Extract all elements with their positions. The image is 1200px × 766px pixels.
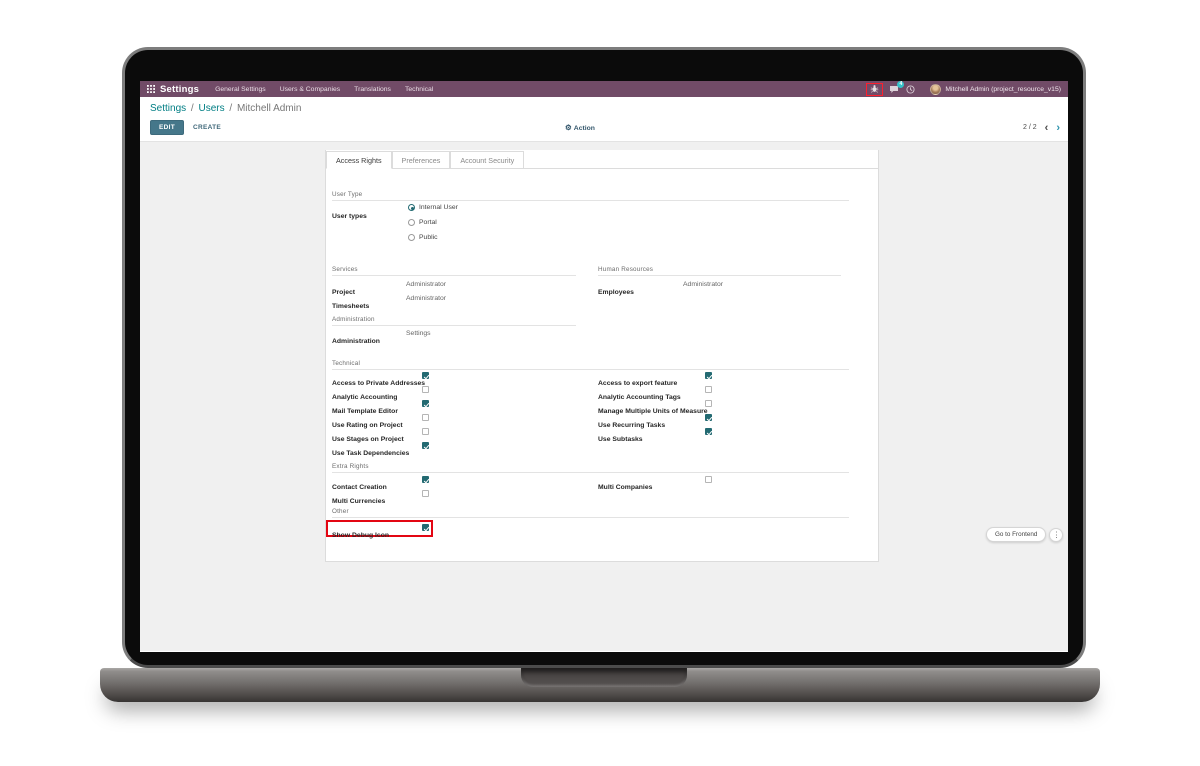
breadcrumb-current: Mitchell Admin [236, 103, 302, 114]
field-analytic-accounting: Analytic Accounting [332, 386, 582, 401]
checkbox-contact-creation[interactable] [422, 476, 429, 483]
menu-general-settings[interactable]: General Settings [215, 85, 266, 93]
radio-option-portal: Portal [408, 219, 437, 226]
radio-public[interactable] [408, 234, 415, 241]
pager-count: 2 / 2 [1023, 124, 1037, 131]
content-area: Access Rights Preferences Account Securi… [140, 141, 1068, 651]
field-timesheets-value[interactable]: Administrator [406, 295, 447, 302]
section-extra-rights: Extra Rights [332, 463, 849, 473]
checkbox-use-stages-on-project[interactable] [422, 428, 429, 435]
field-access-export-feature: Access to export feature [598, 372, 860, 387]
field-use-subtasks: Use Subtasks [598, 428, 860, 443]
field-manage-multiple-uom: Manage Multiple Units of Measure [598, 400, 860, 415]
tab-access-rights[interactable]: Access Rights [326, 151, 392, 169]
tab-account-security[interactable]: Account Security [450, 151, 525, 169]
radio-internal-user[interactable] [408, 204, 415, 211]
gear-icon: ⚙ [565, 123, 572, 132]
section-services: Services [332, 266, 576, 276]
field-administration: Administration Settings [332, 330, 431, 345]
checkbox-manage-multiple-uom[interactable] [705, 400, 712, 407]
field-analytic-accounting-tags: Analytic Accounting Tags [598, 386, 860, 401]
pager-previous-button[interactable]: ‹ [1044, 121, 1049, 134]
checkbox-multi-currencies[interactable] [422, 490, 429, 497]
go-to-frontend-button[interactable]: Go to Frontend [986, 527, 1047, 542]
menu-users-companies[interactable]: Users & Companies [279, 85, 341, 93]
notebook-tabs: Access Rights Preferences Account Securi… [326, 150, 878, 169]
field-show-debug-icon: Show Debug Icon [332, 524, 582, 539]
debug-icon-red-highlight[interactable] [866, 81, 884, 98]
screen: Settings General Settings Users & Compan… [140, 81, 1068, 652]
section-human-resources: Human Resources [598, 266, 841, 276]
create-button[interactable]: CREATE [193, 124, 222, 131]
checkbox-use-rating-on-project[interactable] [422, 414, 429, 421]
tab-preferences[interactable]: Preferences [391, 151, 451, 169]
field-project-value[interactable]: Administrator [406, 281, 447, 288]
user-form-sheet: Access Rights Preferences Account Securi… [325, 150, 879, 562]
field-use-rating-on-project: Use Rating on Project [332, 414, 582, 429]
user-menu[interactable]: Mitchell Admin (project_resource_v15) [945, 85, 1061, 93]
field-multi-currencies: Multi Currencies [332, 490, 582, 505]
field-multi-companies: Multi Companies [598, 476, 860, 491]
edit-button[interactable]: EDIT [150, 120, 185, 135]
field-project: Project Administrator [332, 281, 447, 296]
more-options-icon[interactable]: ⋮ [1049, 527, 1064, 542]
menu-technical[interactable]: Technical [404, 85, 434, 93]
field-use-stages-on-project: Use Stages on Project [332, 428, 582, 443]
field-timesheets: Timesheets Administrator [332, 295, 447, 310]
bug-icon [870, 81, 879, 98]
menu-translations[interactable]: Translations [354, 85, 391, 93]
field-user-types: User types [332, 213, 367, 220]
action-label: Action [573, 125, 595, 132]
field-employees: Employees Administrator [598, 281, 724, 296]
field-use-task-dependencies: Use Task Dependencies [332, 442, 582, 457]
checkbox-mail-template-editor[interactable] [422, 400, 429, 407]
field-contact-creation: Contact Creation [332, 476, 582, 491]
radio-option-internal-user: Internal User [408, 204, 458, 211]
frontend-overlay-widget: Go to Frontend ⋮ [986, 527, 1064, 542]
checkbox-use-task-dependencies[interactable] [422, 442, 429, 449]
field-access-private-addresses: Access to Private Addresses [332, 372, 582, 387]
checkbox-access-export-feature[interactable] [705, 372, 712, 379]
breadcrumb-separator: / [229, 103, 233, 114]
field-employees-value[interactable]: Administrator [683, 281, 724, 288]
section-other: Other [332, 508, 849, 518]
avatar[interactable] [930, 83, 942, 95]
section-technical: Technical [332, 360, 849, 370]
radio-portal[interactable] [408, 219, 415, 226]
field-administration-value[interactable]: Settings [406, 330, 431, 337]
apps-menu-icon[interactable] [147, 85, 155, 93]
field-mail-template-editor: Mail Template Editor [332, 400, 582, 415]
top-navbar: Settings General Settings Users & Compan… [140, 81, 1068, 97]
breadcrumb-users[interactable]: Users [198, 103, 225, 114]
laptop-base [100, 668, 1100, 702]
laptop-bezel: Settings General Settings Users & Compan… [122, 47, 1086, 668]
activities-icon[interactable] [906, 84, 915, 94]
section-user-type: User Type [332, 191, 849, 201]
action-menu[interactable]: ⚙ Action [540, 123, 620, 132]
section-administration: Administration [332, 316, 576, 326]
checkbox-multi-companies[interactable] [705, 476, 712, 483]
breadcrumb: Settings / Users / Mitchell Admin [140, 97, 1068, 116]
control-panel: EDIT CREATE ⚙ Action 2 / 2 ‹ › [140, 116, 1068, 141]
message-counter-badge: 4 [897, 81, 905, 88]
radio-option-public: Public [408, 234, 438, 241]
field-use-recurring-tasks: Use Recurring Tasks [598, 414, 860, 429]
pager: 2 / 2 ‹ › [1023, 121, 1060, 134]
checkbox-access-private-addresses[interactable] [422, 372, 429, 379]
messages-icon[interactable]: 4 [889, 81, 905, 94]
breadcrumb-separator: / [190, 103, 194, 114]
breadcrumb-settings[interactable]: Settings [150, 103, 187, 114]
checkbox-show-debug-icon[interactable] [422, 524, 429, 531]
checkbox-analytic-accounting-tags[interactable] [705, 386, 712, 393]
pager-next-button[interactable]: › [1056, 121, 1060, 134]
laptop-notch [521, 668, 687, 687]
checkbox-use-recurring-tasks[interactable] [705, 414, 712, 421]
checkbox-use-subtasks[interactable] [705, 428, 712, 435]
app-name[interactable]: Settings [160, 83, 200, 95]
checkbox-analytic-accounting[interactable] [422, 386, 429, 393]
